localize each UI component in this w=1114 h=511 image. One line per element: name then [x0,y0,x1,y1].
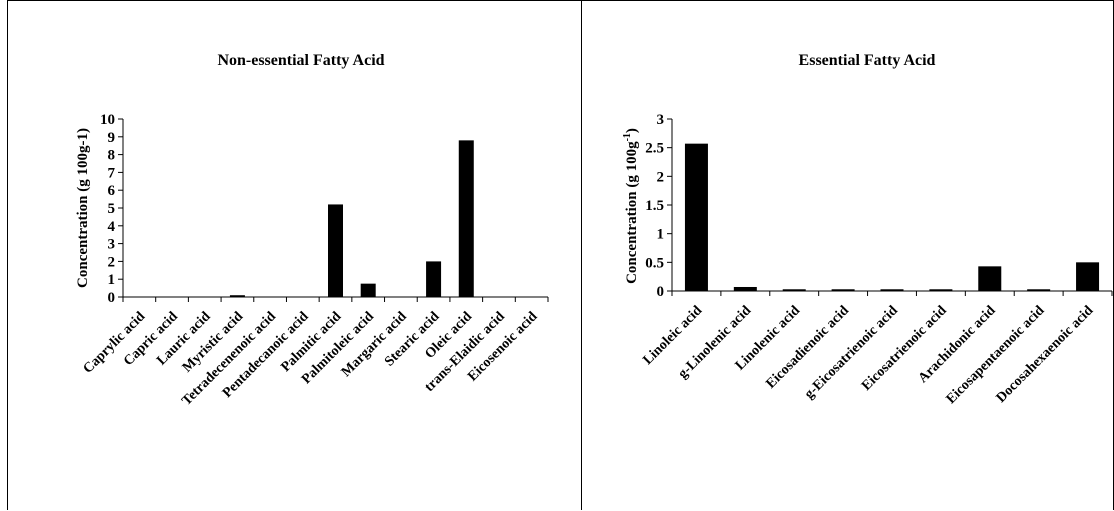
y-axis-title-suffix: ) [624,128,640,133]
category-label: Eicosadienoic acid [764,303,853,392]
bar [978,266,1002,291]
chart-panel-non-essential: Non-essential Fatty Acid Concentration (… [7,0,582,510]
y-tick-label: 2 [657,169,665,185]
bar [733,286,757,291]
y-tick-label: 3 [108,237,116,253]
bar [426,261,442,297]
bar [1027,289,1051,291]
y-tick-label: 2 [108,254,116,270]
chart-panel-essential: Essential Fatty Acid Concentration (g 10… [582,0,1114,510]
chart-title: Essential Fatty Acid [799,52,936,69]
category-label: Eicosapentaenoic acid [944,303,1048,407]
y-tick-label: 4 [108,219,116,235]
y-tick-label: 5 [108,201,116,217]
bar [1076,262,1100,291]
category-label: Eicosatrienoic acid [859,303,950,394]
y-tick-label: 2.5 [645,141,664,157]
y-tick-label: 7 [108,165,116,181]
y-tick-label: 10 [100,112,115,128]
y-tick-label: 0 [657,284,665,300]
bar [229,295,245,297]
category-label: Docosahexaenoic acid [994,303,1097,406]
y-axis-title: Concentration (g 100g-1) [622,128,640,284]
bar [782,289,806,291]
y-tick-label: 1 [657,227,665,243]
bar [831,289,855,291]
y-tick-label: 8 [108,148,116,164]
y-tick-label: 0.5 [645,255,664,271]
bar [328,204,343,297]
y-tick-label: 9 [108,130,116,146]
y-tick-label: 0 [108,290,116,306]
bar [360,283,376,297]
bar [458,140,474,297]
y-tick-label: 1.5 [645,198,664,214]
chart-title: Non-essential Fatty Acid [217,52,384,69]
y-axis-title: Concentration (g 100g-1) [75,128,91,288]
bar [684,143,708,291]
essential-chart: Essential Fatty Acid Concentration (g 10… [622,52,1113,407]
bar [929,289,953,291]
y-tick-label: 1 [108,272,116,288]
y-tick-label: 6 [108,183,116,199]
y-axis-title-superscript: -1 [622,133,633,141]
bar [880,289,904,291]
y-tick-label: 3 [657,112,665,128]
y-axis-title-main: Concentration (g 100g [624,141,640,284]
non-essential-chart: Non-essential Fatty Acid Concentration (… [75,52,549,409]
category-label: g-Eicosatrienoic acid [802,303,901,402]
